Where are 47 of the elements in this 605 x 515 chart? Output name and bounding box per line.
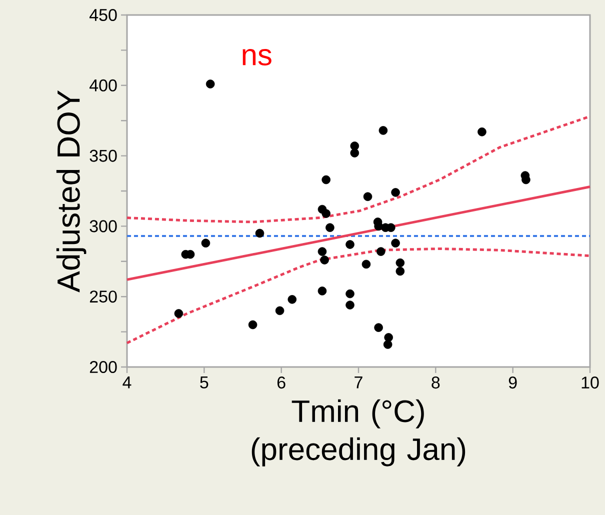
x-tick-label: 5 [200,376,208,388]
point [350,148,360,158]
x-tick-label: 10 [582,376,599,389]
x-tick-label: 7 [354,376,362,388]
x-tick-label: 8 [432,376,440,389]
point [384,333,393,342]
y-tick-label: 450 [90,8,117,22]
point [396,266,405,276]
y-tick-label: 350 [90,150,117,162]
point [326,223,334,232]
point [206,80,215,88]
point [376,247,386,256]
point [391,238,400,248]
point [391,188,400,197]
x-tick-label: 9 [508,376,517,389]
point [346,240,354,249]
point [346,300,354,310]
point [174,309,184,318]
point [320,256,329,264]
point [362,260,371,269]
point [288,295,297,304]
point [248,320,258,330]
point [383,340,392,349]
point [363,192,372,202]
point [478,127,486,136]
y-tick-label: 200 [90,360,117,374]
point [322,175,330,184]
point [378,126,388,135]
point [255,228,264,238]
point [201,238,210,248]
y-tick-label: 250 [90,290,117,303]
point [350,142,360,150]
y-tick-label: 400 [90,79,117,92]
x-tick-label: 6 [277,376,286,389]
x-axis-title: Tmin (°C) (preceding Jan) [252,399,466,466]
point [318,247,327,256]
y-tick-label: 300 [90,220,117,232]
annotation: ns [242,49,272,66]
point [322,209,330,218]
point [374,323,383,332]
point [275,306,284,316]
x-tick-label: 4 [122,376,132,388]
point [346,289,354,298]
point [396,258,405,268]
point [318,286,327,296]
line-series [126,247,592,344]
y-axis-title: Adjusted DOY [56,90,86,292]
